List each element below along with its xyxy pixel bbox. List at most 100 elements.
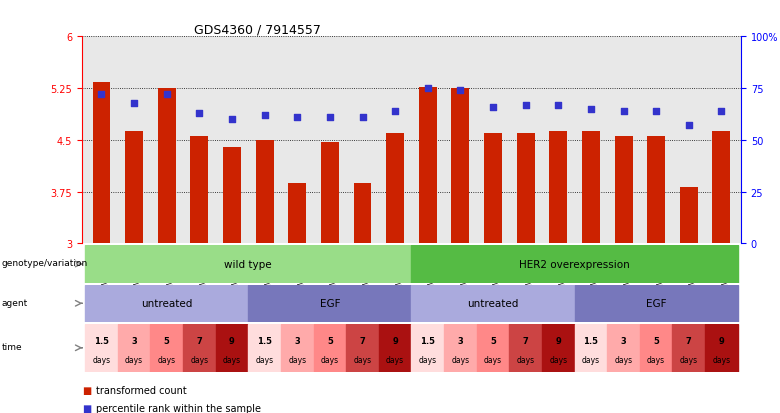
Point (715, 108, 728, 115)
Text: days: days (452, 355, 470, 364)
Text: EGF: EGF (320, 299, 340, 309)
Bar (281, 324, 314, 372)
Bar (412, 285, 575, 322)
Bar (680, 187, 698, 244)
Text: 3: 3 (621, 336, 626, 345)
Point (193, 110, 206, 117)
Text: EGF: EGF (646, 299, 666, 309)
Point (617, 108, 629, 115)
Bar (183, 324, 216, 372)
Text: 5: 5 (164, 336, 170, 345)
Bar (190, 137, 208, 244)
Text: 9: 9 (718, 336, 725, 345)
Text: HER2 overexpression: HER2 overexpression (519, 259, 630, 269)
Text: 9: 9 (555, 336, 561, 345)
Bar (85, 246, 412, 283)
Text: days: days (190, 355, 208, 364)
Text: 5: 5 (490, 336, 496, 345)
Bar (151, 324, 183, 372)
Text: 7: 7 (197, 336, 202, 345)
Text: ■: ■ (82, 403, 91, 413)
Text: 5: 5 (327, 336, 333, 345)
Text: days: days (321, 355, 339, 364)
Point (161, 92, 173, 98)
Text: days: days (125, 355, 144, 364)
Bar (640, 324, 672, 372)
Text: days: days (516, 355, 535, 364)
Bar (248, 324, 281, 372)
Text: 1.5: 1.5 (583, 336, 598, 345)
Point (454, 88, 466, 94)
Point (258, 112, 271, 119)
Text: days: days (256, 355, 274, 364)
Bar (314, 324, 346, 372)
Bar (223, 147, 241, 244)
Bar (607, 324, 640, 372)
Text: agent: agent (2, 298, 28, 307)
Text: 9: 9 (392, 336, 398, 345)
Text: days: days (158, 355, 176, 364)
Text: 3: 3 (294, 336, 300, 345)
Bar (289, 184, 307, 244)
Text: 3: 3 (131, 336, 137, 345)
Bar (125, 132, 143, 244)
Text: days: days (419, 355, 437, 364)
Point (389, 108, 402, 115)
Bar (353, 183, 371, 244)
Bar (705, 324, 738, 372)
Text: days: days (92, 355, 111, 364)
Text: GDS4360 / 7914557: GDS4360 / 7914557 (194, 23, 321, 36)
Text: 5: 5 (653, 336, 659, 345)
Point (225, 116, 238, 123)
Bar (248, 285, 411, 322)
Point (519, 102, 532, 109)
Point (585, 106, 597, 113)
Bar (542, 324, 575, 372)
Bar (452, 89, 470, 244)
Text: 1.5: 1.5 (420, 336, 435, 345)
Text: untreated: untreated (467, 299, 519, 309)
Bar (256, 140, 274, 244)
Bar (412, 246, 738, 283)
Text: days: days (549, 355, 567, 364)
Bar (516, 133, 534, 244)
Text: days: days (288, 355, 307, 364)
Bar (712, 132, 730, 244)
Bar (321, 142, 339, 244)
Bar (477, 324, 509, 372)
Point (356, 114, 369, 121)
Point (421, 85, 434, 92)
Text: 3: 3 (458, 336, 463, 345)
Bar (582, 132, 600, 244)
Text: days: days (647, 355, 665, 364)
Bar (647, 137, 665, 244)
Bar (412, 324, 444, 372)
Point (128, 100, 140, 107)
Bar (158, 89, 176, 244)
Text: 7: 7 (686, 336, 692, 345)
Bar (216, 324, 248, 372)
Text: days: days (386, 355, 404, 364)
Text: 7: 7 (523, 336, 529, 345)
Bar (444, 324, 477, 372)
Text: genotype/variation: genotype/variation (2, 259, 88, 268)
Text: days: days (615, 355, 633, 364)
Bar (575, 285, 738, 322)
Text: days: days (484, 355, 502, 364)
Text: days: days (712, 355, 731, 364)
Point (552, 102, 565, 109)
Text: days: days (353, 355, 371, 364)
Bar (672, 324, 705, 372)
Bar (419, 88, 437, 244)
Point (682, 123, 695, 129)
Text: days: days (679, 355, 698, 364)
Bar (118, 324, 151, 372)
Text: wild type: wild type (225, 259, 272, 269)
Point (650, 108, 662, 115)
Text: time: time (2, 342, 22, 351)
Text: percentile rank within the sample: percentile rank within the sample (96, 403, 261, 413)
Text: days: days (223, 355, 241, 364)
Bar (85, 324, 118, 372)
Bar (379, 324, 412, 372)
Point (291, 114, 303, 121)
